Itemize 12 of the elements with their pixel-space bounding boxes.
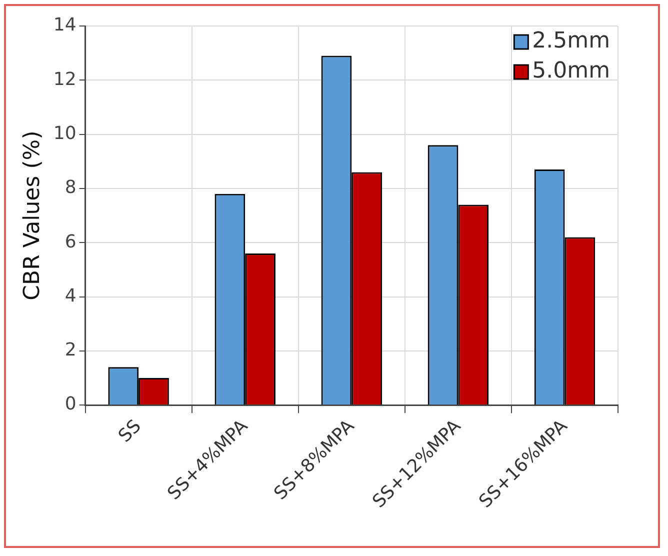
y-tick-label: 12: [53, 68, 76, 90]
y-tick-label: 10: [53, 122, 76, 144]
y-tick-label: 2: [64, 340, 76, 361]
y-tick-label: 8: [64, 177, 76, 198]
y-tick-label: 6: [64, 231, 76, 252]
y-axis-title: CBR Values (%): [20, 130, 45, 300]
y-tick-label: 4: [64, 285, 76, 306]
y-tick-label: 0: [64, 394, 76, 415]
legend-label: 5.0mm: [532, 58, 610, 84]
legend-label: 2.5mm: [532, 28, 610, 54]
x-tick-label: SS: [114, 416, 146, 447]
y-tick-label: 14: [53, 14, 76, 36]
